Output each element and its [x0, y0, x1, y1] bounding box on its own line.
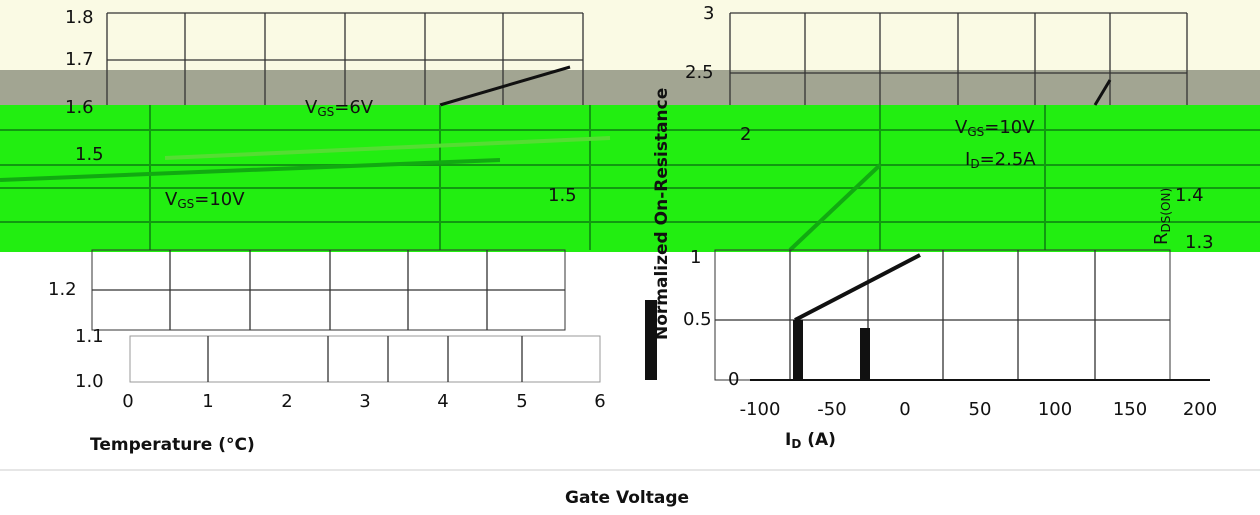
- y-tick: 3: [703, 3, 714, 24]
- gray-band: [0, 70, 1260, 106]
- y-tick: 2.5: [685, 62, 714, 83]
- curve-label: VGS=6V: [305, 97, 374, 119]
- y-tick: 1.0: [75, 371, 104, 392]
- y-tick: 1: [690, 247, 701, 268]
- y-tick: 1.8: [65, 7, 94, 28]
- x-tick: 50: [969, 399, 992, 420]
- y2-tick: 1.3: [1185, 232, 1214, 253]
- caption: Gate Voltage: [565, 488, 689, 508]
- y-tick: 0.5: [683, 309, 712, 330]
- y-tick: 1.2: [48, 279, 77, 300]
- y-tick: 0: [728, 369, 739, 390]
- x-tick: 100: [1038, 399, 1072, 420]
- lower-grids: [92, 250, 1210, 382]
- x-tick: 5: [516, 391, 527, 412]
- x-tick: -50: [817, 399, 846, 420]
- x-tick: 0: [122, 391, 133, 412]
- x-tick: 6: [594, 391, 605, 412]
- screenshot: 1.8 1.7 1.6 1.5 VGS=6V VGS=10V 1.2 1.1 1…: [0, 0, 1260, 515]
- y-tick: 1.5: [548, 185, 577, 206]
- x-tick: 0: [899, 399, 910, 420]
- y-tick: 2: [740, 124, 751, 145]
- x-tick: 1: [202, 391, 213, 412]
- x-tick: 4: [437, 391, 448, 412]
- curve-label: VGS=10V: [165, 189, 245, 211]
- x-tick: 3: [359, 391, 370, 412]
- x-axis-label: Temperature (°C): [90, 435, 255, 455]
- y-tick: 1.1: [75, 326, 104, 347]
- x-axis-label: ID (A): [785, 430, 836, 451]
- x-tick: -100: [740, 399, 781, 420]
- y-tick: 1.7: [65, 49, 94, 70]
- x-tick: 200: [1183, 399, 1217, 420]
- x-tick: 150: [1113, 399, 1147, 420]
- y-tick: 1.6: [65, 97, 94, 118]
- green-band: [0, 105, 1260, 252]
- y-axis-label: Normalized On-Resistance: [652, 88, 672, 340]
- y-tick: 1.5: [75, 144, 104, 165]
- x-tick: 2: [281, 391, 292, 412]
- curve-label: VGS=10V: [955, 117, 1035, 139]
- y2-tick: 1.4: [1175, 185, 1204, 206]
